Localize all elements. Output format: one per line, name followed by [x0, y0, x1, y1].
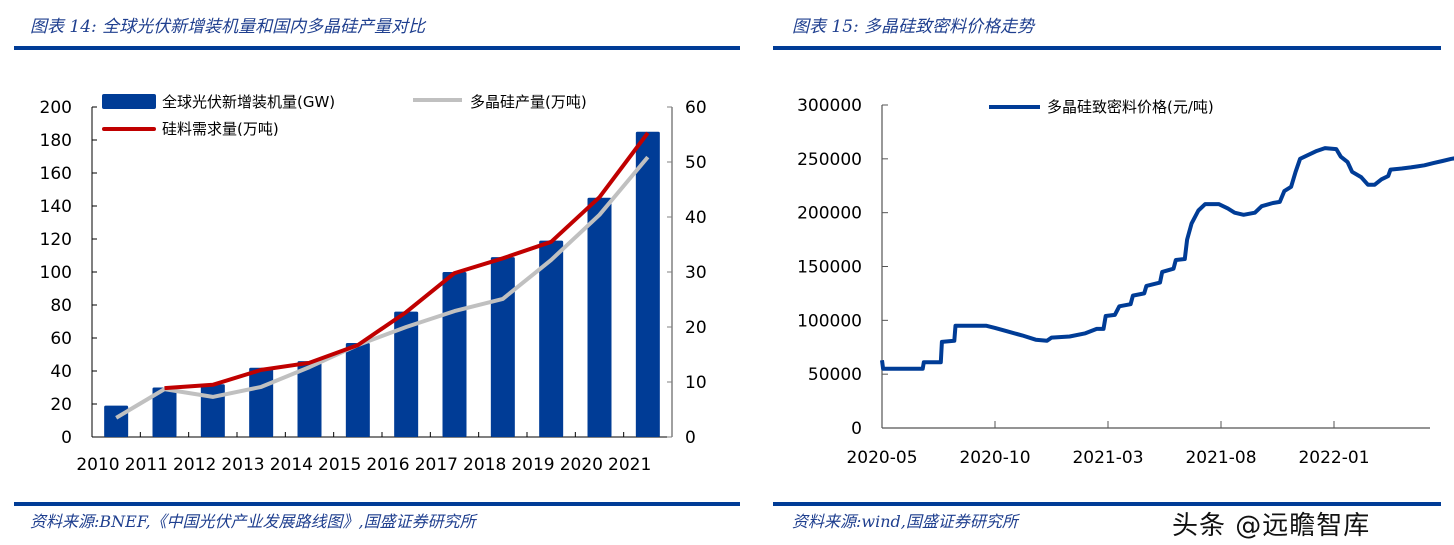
right-y-tick-label: 20: [685, 318, 707, 338]
bar: [587, 197, 612, 437]
left-chart-axes: 0 20 40 60 80 100 120 140 160 180 200 0 10 20 30 40 50 60…: [40, 98, 707, 475]
line-series: [115, 131, 650, 420]
left-y-tick-label: 20: [50, 395, 72, 415]
x-tick-label: 2022-01: [1298, 448, 1369, 468]
right-y-tick-label: 0: [685, 428, 696, 448]
x-tick-label: 2011: [125, 455, 168, 475]
legend-label-bar: 全球光伏新增装机量(GW): [162, 93, 335, 111]
right-title-rule: [773, 46, 1441, 50]
left-source-rule: [14, 502, 740, 506]
right-source-rule: [773, 502, 1441, 506]
left-title-rule: [14, 46, 740, 50]
left-y-tick-label: 160: [40, 164, 72, 184]
bar: [442, 272, 467, 437]
y-tick-label: 100000: [797, 311, 862, 331]
demand-line: [164, 131, 650, 391]
right-y-tick-label: 30: [685, 263, 707, 283]
legend-swatch-bar: [102, 94, 156, 109]
y-tick-label: 50000: [808, 365, 862, 385]
y-tick-label: 250000: [797, 150, 862, 170]
production-line: [115, 155, 650, 420]
price-line-series: [880, 146, 1454, 371]
right-y-tick-label: 10: [685, 373, 707, 393]
x-tick-label: 2018: [463, 455, 506, 475]
x-tick-label: 2021: [608, 455, 651, 475]
bar: [490, 257, 515, 437]
left-y-tick-label: 40: [50, 362, 72, 382]
x-tick-label: 2010: [76, 455, 119, 475]
legend-label-gray: 多晶硅产量(万吨): [470, 93, 587, 111]
right-figure-title: 图表 15: 多晶硅致密料价格走势: [792, 17, 1035, 37]
left-y-tick-label: 180: [40, 131, 72, 151]
left-y-tick-label: 0: [61, 428, 72, 448]
bar: [104, 405, 129, 437]
left-y-tick-label: 200: [40, 98, 72, 118]
x-tick-label: 2020-10: [959, 448, 1030, 468]
x-tick-label: 2015: [318, 455, 361, 475]
right-y-tick-label: 40: [685, 208, 707, 228]
legend-label-price: 多晶硅致密料价格(元/吨): [1047, 98, 1214, 116]
x-tick-label: 2013: [221, 455, 264, 475]
watermark: 头条 @远瞻智库: [1172, 511, 1371, 541]
left-y-tick-label: 80: [50, 296, 72, 316]
right-y-tick-label: 50: [685, 153, 707, 173]
x-tick-label: 2020-05: [846, 448, 917, 468]
y-tick-label: 200000: [797, 204, 862, 224]
left-y-tick-label: 140: [40, 197, 72, 217]
bar: [152, 387, 177, 437]
x-tick-label: 2017: [415, 455, 458, 475]
bar: [297, 361, 322, 437]
bar: [635, 131, 660, 437]
left-figure-title: 图表 14: 全球光伏新增装机量和国内多晶硅产量对比: [30, 17, 426, 37]
y-tick-label: 300000: [797, 96, 862, 116]
y-tick-label: 150000: [797, 258, 862, 278]
x-tick-label: 2014: [270, 455, 313, 475]
x-tick-label: 2019: [511, 455, 554, 475]
legend: 全球光伏新增装机量(GW) 多晶硅产量(万吨) 硅料需求量(万吨): [102, 93, 587, 138]
left-y-tick-label: 60: [50, 329, 72, 349]
bar: [249, 367, 274, 437]
right-chart-axes: 0 50000 100000 150000 200000 250000 300000 2020…: [797, 96, 1430, 468]
left-y-tick-label: 100: [40, 263, 72, 283]
right-source-note: 资料来源:wind,国盛证券研究所: [792, 512, 1018, 531]
x-tick-label: 2021-03: [1072, 448, 1143, 468]
left-chart: 0 20 40 60 80 100 120 140 160 180 200 0 10 20 30 40 50 60…: [40, 93, 707, 475]
x-tick-label: 2021-08: [1185, 448, 1256, 468]
y-tick-label: 0: [851, 419, 862, 439]
x-tick-label: 2020: [560, 455, 603, 475]
bar: [394, 311, 419, 437]
bar: [539, 240, 564, 437]
x-tick-label: 2012: [173, 455, 216, 475]
bar: [345, 342, 370, 437]
bar: [200, 384, 225, 437]
x-tick-label: 2016: [366, 455, 409, 475]
legend-label-red: 硅料需求量(万吨): [162, 120, 279, 138]
left-source-note: 资料来源:BNEF,《中国光伏产业发展路线图》,国盛证券研究所: [30, 512, 476, 531]
right-y-tick-label: 60: [685, 98, 707, 118]
legend: 多晶硅致密料价格(元/吨): [989, 98, 1214, 116]
price-line: [880, 146, 1454, 371]
left-y-tick-label: 120: [40, 230, 72, 250]
